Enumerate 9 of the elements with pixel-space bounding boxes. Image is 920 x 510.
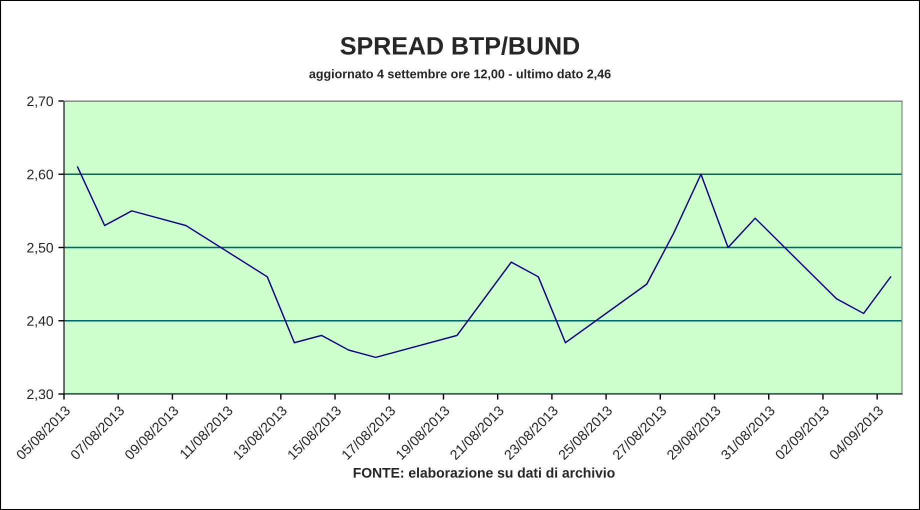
source-note: FONTE: elaborazione su dati di archivio xyxy=(354,468,615,478)
y-tick-label: 2,60 xyxy=(27,170,54,182)
y-tick-label: 2,30 xyxy=(27,389,54,401)
y-tick-label: 2,50 xyxy=(27,242,54,254)
chart-title: SPREAD BTP/BUND xyxy=(340,36,580,55)
line-series xyxy=(76,166,892,358)
chart-subtitle: aggiornato 4 settembre ore 12,00 - ultimo dato 2,46 xyxy=(309,69,611,81)
y-tick-label: 2,40 xyxy=(27,316,54,328)
y-tick-label: 2,70 xyxy=(27,96,54,108)
